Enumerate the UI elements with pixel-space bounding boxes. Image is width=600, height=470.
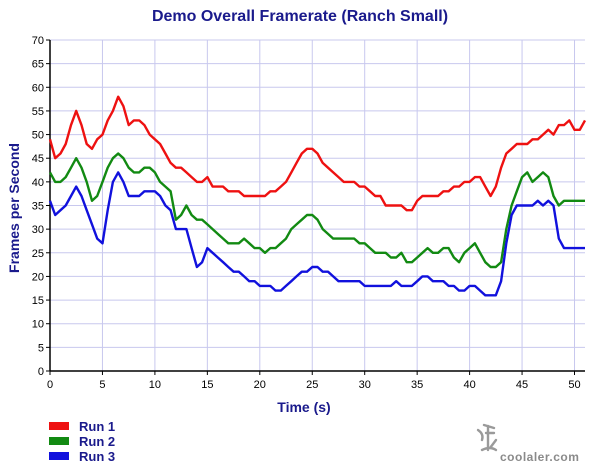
y-tick-label: 50 (32, 130, 44, 142)
x-tick-label: 20 (254, 379, 266, 391)
legend-label-3: Run 3 (79, 449, 115, 464)
x-tick-label: 35 (411, 379, 423, 391)
chart-title: Demo Overall Framerate (Ranch Small) (152, 8, 448, 25)
y-tick-label: 5 (38, 342, 44, 354)
legend-label-2: Run 2 (79, 434, 115, 449)
y-tick-label: 40 (32, 177, 44, 189)
grid (50, 39, 585, 371)
watermark: coolaler.com (476, 423, 579, 464)
tick-labels: 0 5 10 15 20 25 30 35 40 45 50 55 60 65 70 0 5 10 15 20 25 30… (32, 35, 581, 391)
axes (46, 39, 585, 375)
y-tick-label: 15 (32, 295, 44, 307)
x-tick-label: 0 (47, 379, 53, 391)
x-tick-label: 45 (516, 379, 528, 391)
legend-label-1: Run 1 (79, 419, 115, 434)
y-tick-label: 30 (32, 224, 44, 236)
y-tick-label: 60 (32, 82, 44, 94)
x-tick-label: 25 (306, 379, 318, 391)
y-tick-label: 55 (32, 106, 44, 118)
y-tick-label: 10 (32, 319, 44, 331)
y-tick-label: 70 (32, 35, 44, 47)
x-tick-label: 10 (149, 379, 161, 391)
y-tick-label: 0 (38, 366, 44, 378)
legend-swatch-2 (49, 437, 69, 445)
x-tick-label: 30 (359, 379, 371, 391)
x-tick-label: 50 (568, 379, 580, 391)
y-tick-label: 20 (32, 271, 44, 283)
y-tick-label: 45 (32, 153, 44, 165)
x-axis-label: Time (s) (277, 399, 330, 415)
watermark-text: coolaler.com (500, 450, 579, 464)
series-line-1 (48, 95, 587, 212)
legend-swatch-3 (49, 452, 69, 460)
y-tick-label: 65 (32, 59, 44, 71)
series-lines (48, 95, 587, 297)
x-tick-label: 40 (463, 379, 475, 391)
y-tick-label: 25 (32, 248, 44, 260)
x-tick-label: 15 (201, 379, 213, 391)
legend-swatch-1 (49, 422, 69, 430)
y-tick-label: 35 (32, 201, 44, 213)
series-line-3 (48, 171, 585, 297)
watermark-logo-icon (476, 423, 498, 452)
y-axis-label: Frames per Second (6, 143, 22, 273)
x-tick-label: 5 (99, 379, 105, 391)
series-line-2 (48, 152, 585, 269)
